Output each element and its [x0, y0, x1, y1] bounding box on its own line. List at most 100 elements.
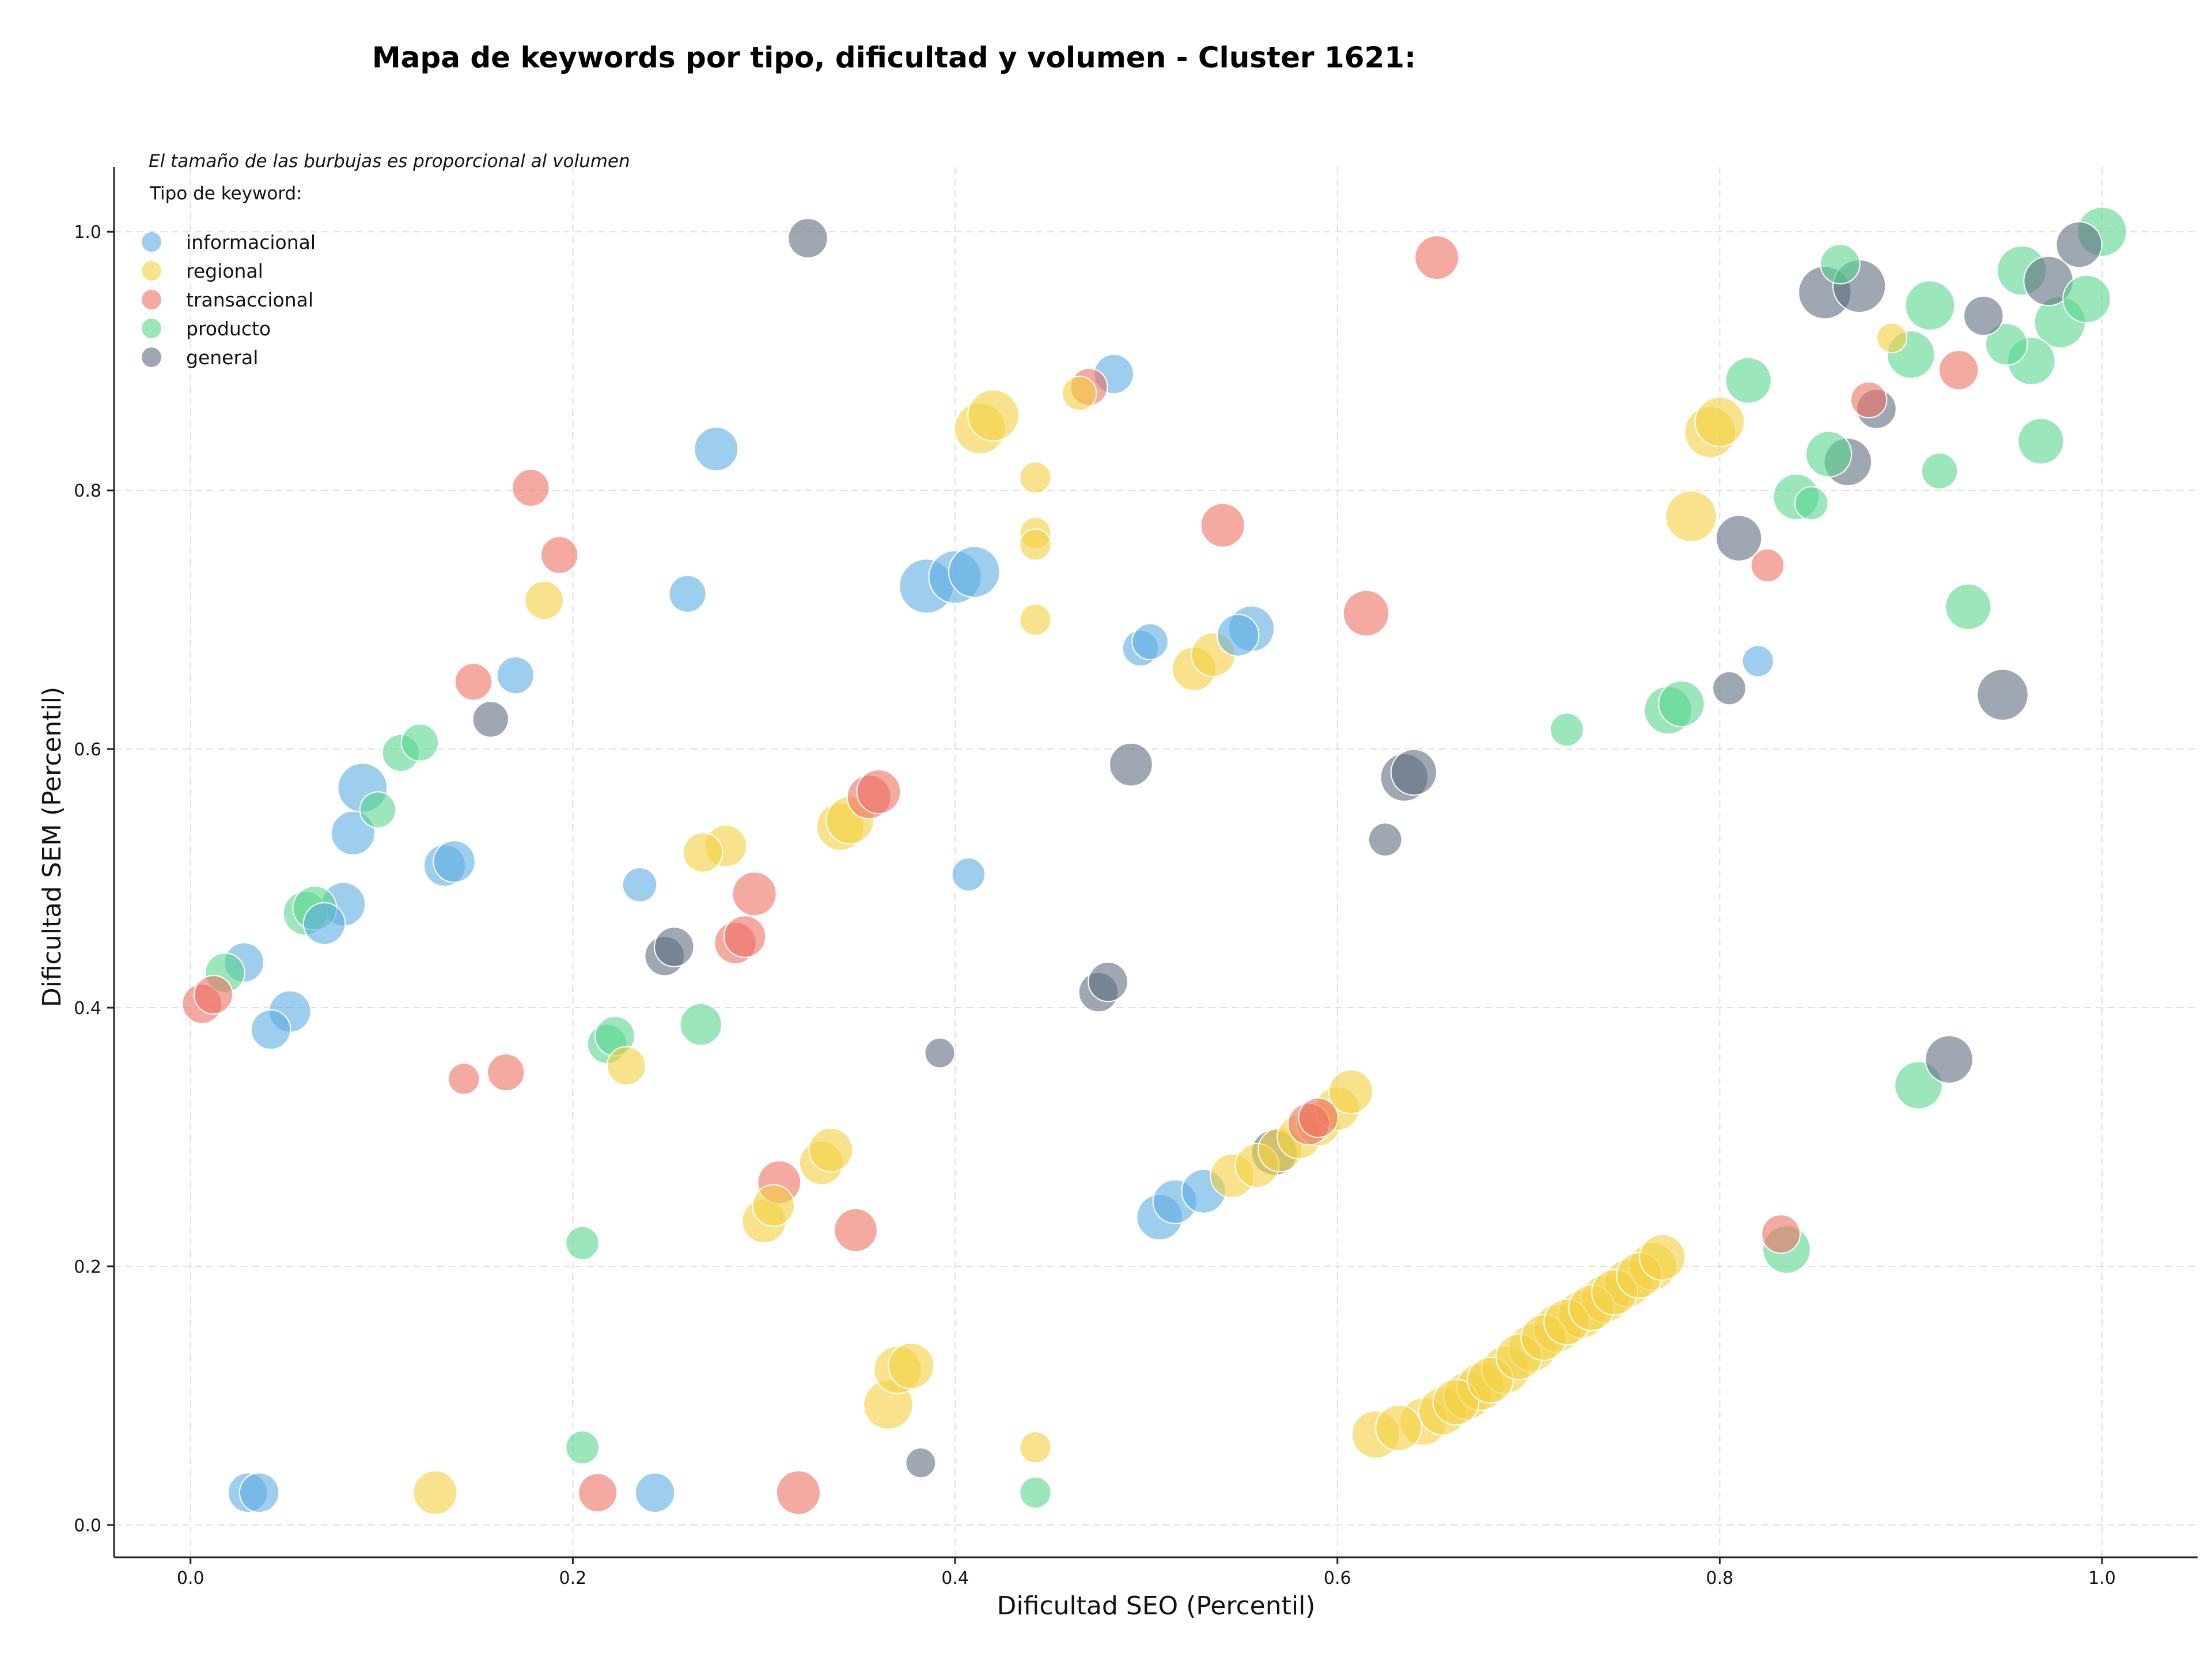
bubble-regional: [1019, 1431, 1052, 1464]
y-tick-label: 0.6: [74, 740, 101, 760]
bubble-general: [472, 701, 509, 738]
bubble-transaccional: [487, 1053, 525, 1092]
legend: El tamaño de las burbujas es proporciona…: [142, 151, 630, 369]
bubble-producto: [565, 1430, 600, 1465]
bubble-transaccional: [540, 536, 579, 574]
ticks: 0.0 0.2 0.4 0.6 0.8 1.0 0.0 0.2 0.4 0.6 0.8 1.0: [74, 222, 2116, 1588]
x-tick-label: 0.4: [941, 1568, 969, 1588]
bubble-informacional: [948, 546, 1001, 598]
bubble-transaccional: [1761, 1214, 1801, 1254]
legend-label-general: general: [186, 346, 258, 369]
legend-marker-general: [142, 347, 161, 367]
bubble-layer: [181, 206, 2127, 1515]
bubble-regional: [412, 1470, 458, 1515]
bubble-general: [1976, 668, 2029, 721]
bubble-regional: [1061, 376, 1097, 411]
bubble-informacional: [433, 840, 476, 883]
legend-label-regional: regional: [186, 260, 263, 282]
bubble-informacional: [951, 857, 986, 892]
bubble-producto: [2017, 418, 2065, 465]
bubble-producto: [1019, 1476, 1052, 1509]
grid: [114, 167, 2198, 1557]
bubble-producto: [1794, 486, 1829, 521]
x-tick-label: 0.2: [559, 1568, 587, 1588]
bubble-regional: [524, 580, 565, 620]
axes: [113, 167, 2198, 1558]
y-tick-label: 0.0: [74, 1516, 101, 1536]
bubble-general: [654, 926, 695, 967]
bubble-informacional: [1216, 614, 1260, 657]
x-tick-label: 0.6: [1324, 1568, 1351, 1588]
bubble-regional: [1328, 1069, 1373, 1114]
bubble-general: [2055, 221, 2103, 268]
x-tick-label: 0.0: [177, 1568, 204, 1588]
bubble-general: [1715, 514, 1763, 562]
bubble-transaccional: [723, 915, 767, 958]
bubble-regional: [888, 1342, 935, 1390]
bubble-regional: [1019, 528, 1052, 561]
legend-label-transaccional: transaccional: [186, 289, 313, 311]
bubble-producto: [1945, 583, 1992, 630]
bubble-general: [924, 1037, 956, 1069]
legend-marker-producto: [142, 319, 161, 338]
bubble-transaccional: [1938, 350, 1979, 391]
bubble-producto: [2062, 274, 2111, 324]
bubble-informacional: [250, 1009, 291, 1050]
bubble-general: [1712, 671, 1747, 706]
bubble-informacional: [694, 426, 739, 472]
bubble-general: [1963, 295, 2004, 336]
bubble-producto: [679, 1003, 722, 1046]
bubble-transaccional: [732, 871, 777, 917]
bubble-producto: [1805, 430, 1853, 478]
y-tick-label: 0.8: [74, 481, 101, 501]
bubble-producto: [1820, 244, 1861, 285]
bubble-general: [905, 1447, 937, 1479]
legend-title: Tipo de keyword:: [149, 183, 302, 204]
bubble-regional: [1876, 322, 1908, 354]
bubble-transaccional: [1750, 548, 1785, 583]
bubble-informacional: [496, 656, 535, 695]
bubble-transaccional: [1414, 235, 1460, 281]
legend-items: informacional regional transaccional produc…: [142, 231, 316, 369]
bubble-informacional: [1131, 623, 1169, 661]
bubble-regional: [752, 1184, 796, 1227]
x-tick-label: 0.8: [1706, 1568, 1734, 1588]
bubble-regional: [606, 1046, 646, 1086]
bubble-transaccional: [578, 1473, 618, 1513]
bubble-general: [1925, 1035, 1974, 1084]
bubble-informacional: [1741, 645, 1774, 678]
bubble-transaccional: [834, 1208, 878, 1253]
bubble-producto: [1550, 712, 1584, 747]
bubble-producto: [1904, 280, 1956, 331]
bubble-regional: [1019, 461, 1052, 494]
bubble-general: [1390, 748, 1438, 796]
bubble-transaccional: [194, 975, 233, 1015]
bubble-transaccional: [1342, 589, 1390, 637]
legend-label-producto: producto: [186, 317, 271, 340]
y-tick-label: 0.2: [74, 1257, 101, 1277]
bubble-informacional: [622, 867, 658, 903]
bubble-transaccional: [775, 1470, 821, 1515]
bubble-general: [1088, 961, 1128, 1002]
chart-title: Mapa de keywords por tipo, dificultad y …: [372, 41, 1416, 74]
bubble-informacional: [668, 574, 707, 613]
bubble-producto: [1984, 323, 2028, 366]
bubble-general: [787, 218, 828, 259]
bubble-regional: [808, 1127, 854, 1172]
bubble-informacional: [302, 902, 346, 945]
bubble-informacional: [238, 1472, 280, 1514]
legend-marker-regional: [142, 261, 161, 281]
bubble-producto: [400, 723, 440, 762]
bubble-producto: [1921, 452, 1959, 490]
bubble-transaccional: [512, 468, 550, 507]
bubble-regional: [1019, 603, 1052, 636]
legend-marker-informacional: [142, 232, 161, 252]
bubble-transaccional: [454, 663, 493, 701]
x-tick-label: 1.0: [2088, 1568, 2116, 1588]
bubble-general: [1368, 822, 1403, 857]
legend-marker-transaccional: [142, 290, 161, 309]
bubble-producto: [1658, 680, 1705, 728]
bubble-producto: [1725, 357, 1772, 404]
bubble-transaccional: [1850, 381, 1888, 419]
